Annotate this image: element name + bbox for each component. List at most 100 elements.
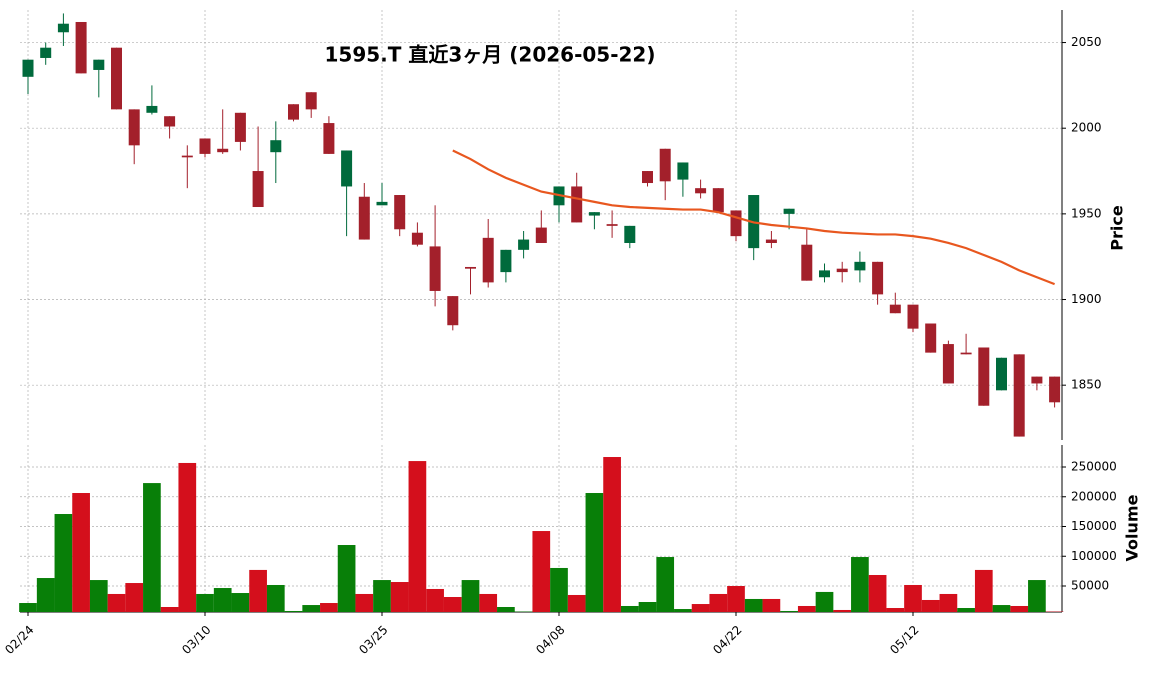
candle-body [978, 347, 989, 405]
candle-body [1014, 354, 1025, 436]
candle-body [819, 270, 830, 277]
candle-body [288, 104, 299, 119]
y-axis-label: Price [1108, 205, 1127, 251]
volume-bar [320, 603, 338, 612]
volume-bar [90, 580, 108, 612]
volume-bar [922, 600, 940, 612]
volume-bar [1010, 606, 1028, 612]
volume-bar [816, 592, 834, 612]
volume-bar [285, 611, 303, 612]
volume-bar [727, 586, 745, 612]
volume-bar [338, 545, 356, 612]
volume-bar [178, 463, 196, 612]
candle-body [430, 246, 441, 291]
candle-body [801, 245, 812, 281]
volume-bar [497, 607, 515, 612]
candle-body [677, 162, 688, 179]
candle-body [394, 195, 405, 229]
candle-body [164, 116, 175, 126]
volume-bar [1028, 580, 1046, 612]
candle-body [146, 106, 157, 113]
candle-body [40, 48, 51, 58]
candle-body [253, 171, 264, 207]
x-tick-label: 03/10 [179, 623, 213, 657]
candle-body [943, 344, 954, 383]
candle-body [872, 262, 883, 295]
volume-bar [19, 603, 37, 612]
volume-bar [391, 582, 409, 612]
candle-body [76, 22, 87, 73]
candle-body [23, 60, 34, 77]
volume-bar [214, 588, 232, 612]
volume-bar [125, 583, 143, 612]
volume-bar [409, 461, 427, 612]
volume-bar [709, 594, 727, 612]
candle-body [961, 353, 972, 355]
candle-body [93, 60, 104, 70]
candle-body [784, 209, 795, 214]
candle-body [341, 150, 352, 186]
y-tick-label: 1850 [1071, 378, 1102, 392]
volume-bar [143, 483, 161, 612]
candle-body [235, 113, 246, 142]
candle-body [500, 250, 511, 272]
volume-tick-label: 200000 [1071, 489, 1117, 503]
candle-body [483, 238, 494, 283]
candle-body [536, 228, 547, 243]
volume-bar [37, 578, 55, 612]
volume-bar [656, 557, 674, 612]
volume-bar [72, 493, 90, 612]
chart-title: 1595.T 直近3ヶ月 (2026-05-22) [325, 43, 656, 67]
volume-bar [745, 599, 763, 612]
volume-bar [462, 580, 480, 612]
volume-bar [108, 594, 126, 612]
volume-axis-label: Volume [1123, 494, 1142, 561]
volume-bar [444, 597, 462, 612]
volume-bar [780, 611, 798, 612]
volume-bar [232, 593, 250, 612]
volume-bar [798, 606, 816, 612]
volume-bar [957, 608, 975, 612]
candle-body [607, 224, 618, 226]
x-tick-label: 04/22 [710, 623, 744, 657]
volume-bar [196, 594, 214, 612]
volume-bar [355, 594, 373, 612]
y-tick-label: 1900 [1071, 292, 1102, 306]
candle-body [996, 358, 1007, 391]
volume-bar [603, 457, 621, 612]
candle-body [642, 171, 653, 183]
candle-body [713, 188, 724, 212]
candle-body [270, 140, 281, 152]
candle-body [695, 188, 706, 193]
candle-body [412, 233, 423, 245]
candle-body [1049, 377, 1060, 403]
candle-body [908, 305, 919, 329]
candle-body [465, 267, 476, 269]
x-tick-label: 02/24 [2, 623, 36, 657]
candle-body [200, 138, 211, 153]
candle-body [518, 240, 529, 250]
volume-bar [302, 605, 320, 612]
candle-body [624, 226, 635, 243]
candle-body [731, 210, 742, 236]
x-tick-label: 04/08 [533, 623, 567, 657]
volume-bar [833, 610, 851, 612]
volume-bar [940, 594, 958, 612]
volume-bar [426, 589, 444, 612]
candle-body [660, 149, 671, 182]
volume-bar [621, 606, 639, 612]
x-tick-label: 03/25 [356, 623, 390, 657]
candle-body [182, 156, 193, 158]
y-tick-label: 1950 [1071, 206, 1102, 220]
candle-body [854, 262, 865, 271]
volume-bar [586, 493, 604, 612]
candle-body [359, 197, 370, 240]
volume-bar [479, 594, 497, 612]
volume-tick-label: 250000 [1071, 460, 1117, 474]
candle-body [58, 24, 69, 33]
volume-bar [267, 585, 285, 612]
volume-tick-label: 150000 [1071, 519, 1117, 533]
volume-bar [886, 608, 904, 612]
candle-body [571, 186, 582, 222]
